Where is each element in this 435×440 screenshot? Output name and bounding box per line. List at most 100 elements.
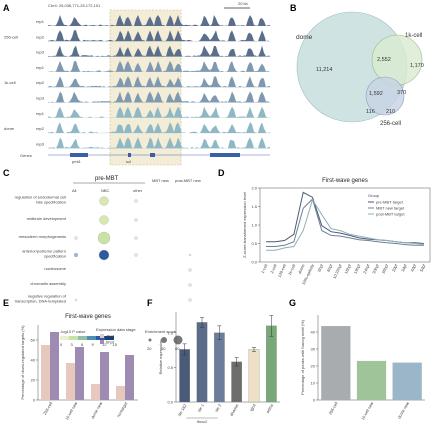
size-legend-tick: 40 [161,346,166,351]
coverage-track [48,122,270,134]
go-dot [134,253,138,257]
panel-b: B dome 1k-cell 256-cell 11,214 2,552 1,1… [290,3,424,127]
chart-d-xtick-label: 30hpf [371,263,380,275]
chart-e-ytick-label: 0 [33,398,36,403]
chart-e-ytick-label: 60 [31,338,36,343]
go-dot [74,236,78,240]
chart-d-xtick-label: 19hpf [353,263,362,275]
coverage-track [48,137,270,149]
chart-e-legend-title: Expression data stage [96,327,136,332]
go-dot [188,268,192,272]
chart-g-xtick-label: 256-cell [327,401,338,416]
chart-e-bar [125,355,134,400]
chart-e-legend-entry: 6hpf [106,340,115,345]
venn-label-dome: dome [296,34,313,41]
go-term-label: midbrain development [27,216,67,221]
size-legend-tick: 20 [147,346,152,351]
panel-d: D First-wave genes 0.0 0.5 1.0 1.5 2.0 Z-score… [218,168,431,285]
go-term-label: regulation of endodermal cell fate specif… [15,195,66,205]
chart-d-xtick-label: 128-cell [277,263,287,278]
chart-g-bar [356,360,387,400]
venn-count-1k-256: 370 [397,90,406,96]
gene-szl-exon [128,153,131,157]
chart-d-ytick-label: 1.0 [251,223,257,228]
go-dot [98,249,110,261]
colorbar-segment [87,336,96,340]
chart-f-xtick-label: sle 2 [214,402,223,412]
coverage-tracks: rep1 rep2 256-cell rep3 rep1 rep2 1k-cell rep3 r… [4,15,270,149]
venn-label-256-cell: 256-cell [380,121,401,127]
col-header-all: All [72,188,77,193]
panel-c-letter: C [3,168,10,178]
gene-label-pmt1: pmt1 [72,159,82,164]
col-header-nbc: NBC [101,188,110,193]
panel-a-letter: A [3,3,10,13]
go-term-label: negative regulation of transcription, DNA… [15,294,67,304]
chart-e-xtick-label: nontarget [116,400,129,418]
chart-e-bar [75,347,84,400]
chart-d-legend-title: Group [368,193,380,198]
chart-d-xtick-label: 36hpf [380,263,389,275]
colorbar-tick: 12 [102,342,107,347]
panel-e-letter: E [3,298,9,308]
chart-e-title: First-wave genes [65,314,111,320]
size-legend-dot [148,338,152,342]
coverage-track [48,30,270,42]
chart-d-xtick-label: 8hpf [326,263,334,273]
panel-c: C pre-MBT All NBC other MBT new post-MBT… [3,168,201,351]
chart-g-xtick-label: 1k-cell new [360,401,374,421]
chart-g-ytick-label: 30 [311,347,316,352]
gene-right [210,153,240,157]
chart-d-xtick-label: 5dpf [419,263,427,273]
chart-e-bar [116,386,125,400]
track-label: rep1 [36,19,45,24]
venn-count-1k-only: 1,170 [410,63,424,69]
chart-f-xtick-label: lgh4 [249,402,257,412]
chart-f-ytick-label: 1.0 [167,330,173,335]
track-label: rep3 [36,50,45,55]
size-legend-dot [161,337,167,343]
chart-e-ytick-label: 40 [31,358,36,363]
go-dot [99,215,109,225]
chart-f-xtick-label: dhamie [229,402,240,417]
colorbar-tick: 6 [81,342,84,347]
gene-label-szl: szl [126,159,131,164]
coverage-track [48,15,270,26]
panel-f: F 0.0 0.5 1.0 Relative expression sle 1&2 sle… [147,298,280,424]
chart-d-xtick-label: 1k-cell [287,263,296,276]
coverage-track [48,45,270,57]
genome-coordinate: Chr4: 25,036,771-25,172,101 [48,3,101,8]
track-label: rep3 [36,141,45,146]
panel-a: A Chr4: 25,036,771-25,172,101 20 kb rep1… [3,1,270,166]
chart-d-ytick-label: 1.5 [251,204,257,209]
track-group-label: 256-cell [4,34,18,39]
panel-d-letter: D [218,168,225,178]
chart-f-bar [265,325,277,403]
chart-f-ytick-label: 0.0 [167,400,173,405]
chart-d-ylabel: Z-score-transformed expression level [242,192,247,258]
track-group-label: dome [4,126,15,131]
track-label: rep3 [36,96,45,101]
chart-e-ylabel: Percentage of down-regulated targets (%) [20,325,25,400]
venn-label-1k-cell: 1k-cell [405,33,422,39]
colorbar-tick: 9 [92,342,95,347]
chart-f-bar [179,349,191,403]
go-dot [74,298,78,302]
track-label: rep2 [36,34,45,39]
venn-count-dome-256: 1,592 [369,91,383,97]
go-dot [134,218,138,222]
chart-e-bar [50,332,59,400]
chart-d-legend-entry: post-MBT target [376,212,405,217]
chart-e-bar [41,345,50,400]
chart-f-bar [213,332,225,403]
chart-e-bar [100,352,109,400]
chart-d-xtick-label: 1-cell [260,263,269,274]
colorbar-tick: 0 [60,342,63,347]
chart-e-legend-entry: 4hpf [106,334,115,339]
chart-d-xtick-label: 24hpf [362,263,371,275]
chart-g-ytick-label: 10 [311,381,316,386]
colorbar-tick: 3 [71,342,74,347]
venn-256-cell [365,76,405,116]
chart-g-ylabel: Percentage of peaks with Nanog motif (%) [300,319,305,395]
chart-f-xtick-label: sle 1 [196,402,205,412]
